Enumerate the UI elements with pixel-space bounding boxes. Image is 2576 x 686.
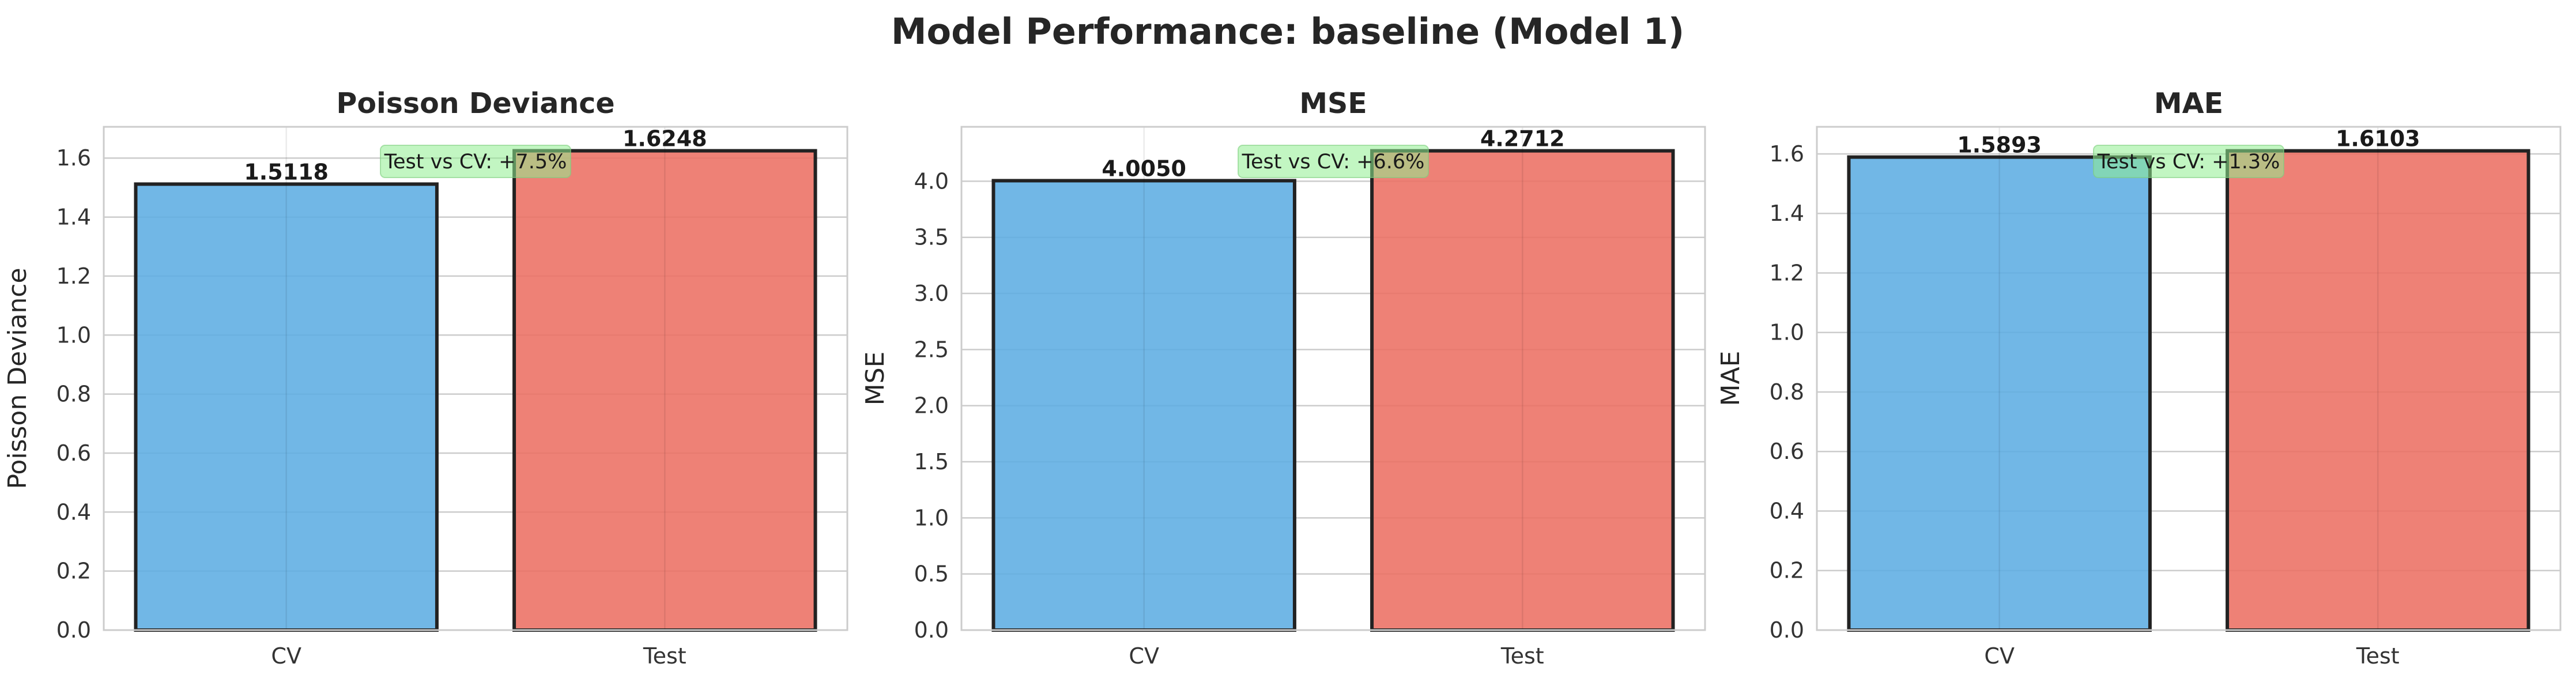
- annotation-box: [380, 145, 571, 178]
- y-tick-label: 1.6: [1770, 141, 1804, 167]
- y-tick-label: 0.2: [56, 559, 91, 584]
- bar-test: [1370, 149, 1675, 632]
- y-tick-label: 0.0: [914, 617, 949, 643]
- panel-title: MAE: [2154, 87, 2223, 120]
- y-tick-label: 1.2: [1770, 260, 1804, 285]
- y-tick-label: 0.8: [1770, 379, 1804, 405]
- panel-title: Poisson Deviance: [336, 87, 614, 120]
- annotation-text: Test vs CV: +7.5%: [384, 150, 567, 174]
- x-tick-label: CV: [1129, 643, 1159, 669]
- x-tick-label: Test: [643, 643, 687, 669]
- y-tick-label: 1.4: [56, 205, 91, 230]
- panels: 1.5118CV1.6248Test0.00.20.40.60.81.01.21…: [3, 87, 2562, 669]
- y-tick-label: 0.2: [1770, 558, 1804, 583]
- y-tick-label: 0.5: [914, 561, 949, 587]
- value-label: 1.6103: [2336, 126, 2420, 152]
- y-tick-label: 1.5: [914, 449, 949, 474]
- value-label: 4.0050: [1102, 156, 1186, 181]
- value-label: 1.5893: [1957, 133, 2042, 158]
- y-tick-label: 1.0: [1770, 320, 1804, 345]
- y-tick-label: 0.6: [56, 440, 91, 466]
- panel-mae: 1.5893 CV 1.6103 Test 0.0 0.2 0.4 0.6 0.8 1.0 1.2 1…: [1716, 87, 2562, 669]
- annotation-box: [2093, 145, 2284, 178]
- y-tick-label: 1.6: [56, 145, 91, 171]
- x-tick-label: Test: [1500, 643, 1544, 669]
- y-axis-label: MSE: [861, 352, 890, 406]
- y-tick-label: 0.8: [56, 382, 91, 407]
- annotation-box: [1238, 145, 1429, 178]
- bar-test: [2226, 149, 2530, 632]
- value-label: 4.2712: [1480, 126, 1565, 152]
- panel-mse: 4.0050 CV 4.2712 Test 0.0 0.5 1.0 1.5 2.0 2.5 3.0 3…: [861, 87, 1706, 669]
- value-label: 1.5118: [244, 159, 329, 184]
- x-tick-label: CV: [271, 643, 301, 669]
- y-tick-label: 2.5: [914, 337, 949, 362]
- y-tick-label: 0.0: [1770, 617, 1804, 643]
- y-tick-label: 2.0: [914, 393, 949, 419]
- y-tick-label: 3.0: [914, 281, 949, 306]
- y-tick-label: 3.5: [914, 225, 949, 250]
- panel-poisson-deviance: 1.5118 CV 1.6248 Test 0.0 0.2 0.4 0.6 0.8 1.0 1.2 1…: [3, 87, 848, 669]
- annotation-text: Test vs CV: +1.3%: [2097, 150, 2280, 174]
- y-axis-label: Poisson Deviance: [3, 267, 32, 489]
- y-tick-label: 0.6: [1770, 439, 1804, 464]
- y-tick-label: 1.0: [56, 322, 91, 348]
- bar-cv: [1847, 155, 2152, 632]
- y-tick-label: 0.4: [1770, 498, 1804, 523]
- bar-cv: [991, 179, 1296, 632]
- value-label: 1.6248: [623, 126, 707, 152]
- y-tick-label: 1.2: [56, 263, 91, 289]
- plot-frame: [103, 126, 848, 631]
- y-tick-label: 4.0: [914, 168, 949, 194]
- y-tick-label: 0.4: [56, 499, 91, 525]
- y-tick-label: 1.0: [914, 505, 949, 530]
- plot-frame: [960, 126, 1706, 631]
- y-tick-label: 1.4: [1770, 201, 1804, 226]
- bar-cv: [134, 182, 439, 632]
- annotation-text: Test vs CV: +6.6%: [1242, 150, 1425, 174]
- y-tick-label: 0.0: [56, 617, 91, 643]
- plot-frame: [1816, 126, 2562, 631]
- figure-title: Model Performance: baseline (Model 1): [891, 10, 1684, 52]
- y-axis-label: MAE: [1716, 351, 1745, 406]
- panel-title: MSE: [1299, 87, 1367, 120]
- x-tick-label: Test: [2356, 643, 2400, 669]
- x-tick-label: CV: [1984, 643, 2015, 669]
